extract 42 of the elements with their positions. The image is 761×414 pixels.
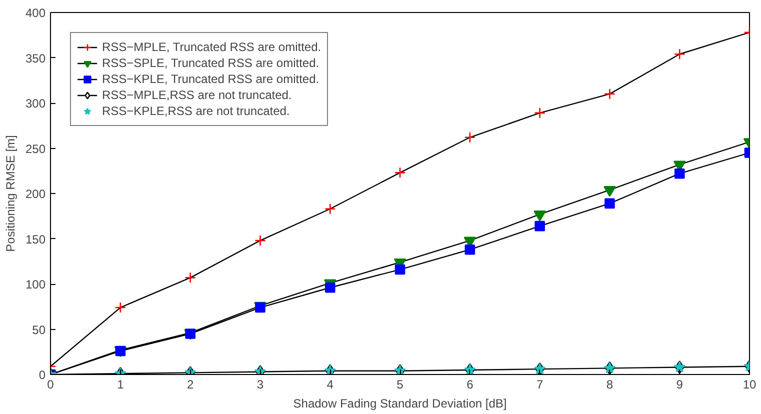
y-tick-label: 300 bbox=[25, 96, 46, 110]
point bbox=[184, 272, 196, 284]
x-tick-label: 10 bbox=[742, 378, 756, 392]
x-tick-label: 8 bbox=[606, 378, 614, 392]
y-tick-label: 250 bbox=[25, 142, 46, 156]
x-tick-label: 7 bbox=[536, 378, 544, 392]
y-tick-label: 100 bbox=[25, 278, 46, 292]
x-tick-label: 5 bbox=[396, 378, 404, 392]
point bbox=[464, 132, 476, 144]
point bbox=[534, 107, 546, 119]
x-tick-label: 9 bbox=[676, 378, 684, 392]
y-tick-label: 400 bbox=[25, 6, 46, 20]
point bbox=[464, 244, 476, 255]
point bbox=[674, 48, 686, 60]
y-tick-label: 200 bbox=[25, 187, 46, 201]
point bbox=[394, 167, 406, 178]
y-tick-label: 50 bbox=[32, 322, 46, 337]
point bbox=[394, 264, 406, 275]
y-tick-label: 150 bbox=[25, 232, 46, 246]
point bbox=[674, 168, 685, 179]
legend-label: RSS−MPLE,RSS are not truncated. bbox=[102, 87, 292, 103]
x-tick-label: 1 bbox=[117, 378, 124, 392]
y-tick-label: 350 bbox=[25, 51, 46, 66]
x-tick-label: 0 bbox=[47, 378, 54, 392]
x-tick-label: 2 bbox=[186, 378, 194, 392]
legend-label: RSS−KPLE,RSS are not truncated. bbox=[102, 103, 290, 119]
x-tick-label: 3 bbox=[256, 378, 264, 392]
y-tick-label: 0 bbox=[38, 368, 46, 382]
point bbox=[324, 203, 336, 215]
legend-label: RSS−SPLE, Truncated RSS are omitted. bbox=[102, 55, 320, 71]
point bbox=[324, 282, 336, 293]
legend-label: RSS−KPLE, Truncated RSS are omitted. bbox=[102, 71, 320, 87]
x-tick-label: 4 bbox=[326, 378, 334, 392]
legend-label: RSS−MPLE, Truncated RSS are omitted. bbox=[102, 39, 322, 55]
point bbox=[604, 198, 615, 209]
x-axis-title: Shadow Fading Standard Deviation [dB] bbox=[293, 396, 507, 410]
point bbox=[254, 234, 266, 246]
point bbox=[534, 220, 545, 232]
x-tick-label: 6 bbox=[466, 378, 474, 392]
point bbox=[114, 302, 126, 314]
point bbox=[604, 88, 616, 100]
y-axis-title: Positioning RMSE [m] bbox=[3, 135, 18, 252]
